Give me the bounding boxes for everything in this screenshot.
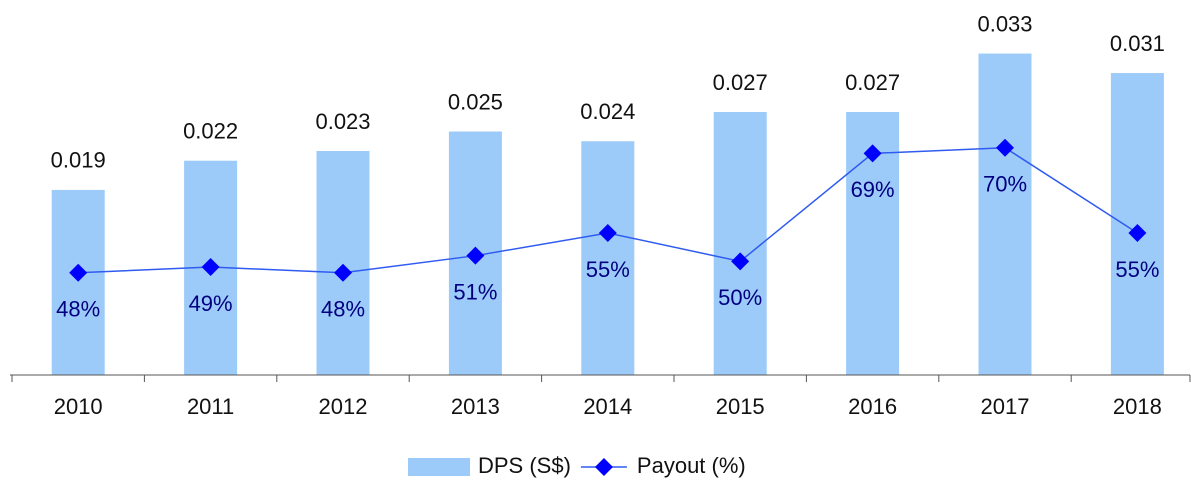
line-value-label: 55% bbox=[1115, 257, 1159, 282]
bar bbox=[581, 141, 635, 375]
bar-value-label: 0.023 bbox=[315, 109, 370, 134]
bar bbox=[316, 150, 370, 375]
bar-value-label: 0.031 bbox=[1110, 31, 1165, 56]
line-marker bbox=[731, 252, 750, 271]
x-tick-label: 2014 bbox=[583, 394, 632, 419]
bar-value-label: 0.027 bbox=[845, 70, 900, 95]
line-marker bbox=[996, 138, 1014, 157]
bar-value-label: 0.022 bbox=[183, 119, 238, 144]
line-marker bbox=[69, 263, 88, 282]
x-tick-label: 2015 bbox=[716, 394, 765, 419]
bar-value-label: 0.024 bbox=[580, 99, 635, 124]
line-marker bbox=[334, 263, 352, 282]
bar-value-label: 0.019 bbox=[51, 148, 106, 173]
line-value-label: 48% bbox=[321, 297, 365, 322]
bar bbox=[713, 112, 767, 375]
line-value-label: 49% bbox=[189, 291, 233, 316]
legend: DPS (S$) Payout (%) bbox=[408, 453, 746, 478]
x-tick-label: 2018 bbox=[1113, 394, 1162, 419]
line-marker bbox=[1128, 223, 1147, 242]
x-tick-label: 2016 bbox=[848, 394, 897, 419]
bar-value-label: 0.033 bbox=[977, 11, 1032, 36]
x-tick-label: 2011 bbox=[187, 394, 234, 419]
legend-label: Payout (%) bbox=[637, 453, 746, 478]
x-tick-label: 2012 bbox=[319, 394, 368, 419]
line-marker bbox=[466, 246, 485, 265]
bar bbox=[51, 189, 105, 375]
legend-swatch bbox=[408, 458, 470, 476]
line-value-label: 48% bbox=[56, 297, 100, 322]
line-marker bbox=[863, 144, 882, 163]
legend-marker bbox=[594, 458, 613, 476]
bar bbox=[978, 53, 1032, 375]
x-tick-label: 2013 bbox=[451, 394, 500, 419]
x-tick-label: 2017 bbox=[981, 394, 1030, 419]
bar-value-label: 0.027 bbox=[713, 70, 768, 95]
line-value-label: 55% bbox=[586, 257, 630, 282]
line-marker bbox=[598, 223, 617, 242]
bar-value-label: 0.025 bbox=[448, 89, 503, 114]
line-value-label: 51% bbox=[453, 279, 497, 304]
line-value-label: 50% bbox=[718, 285, 762, 310]
legend-label: DPS (S$) bbox=[478, 453, 571, 478]
line-value-label: 70% bbox=[983, 172, 1027, 197]
x-tick-label: 2010 bbox=[54, 394, 103, 419]
line-value-label: 69% bbox=[851, 177, 895, 202]
line-marker bbox=[201, 258, 220, 277]
